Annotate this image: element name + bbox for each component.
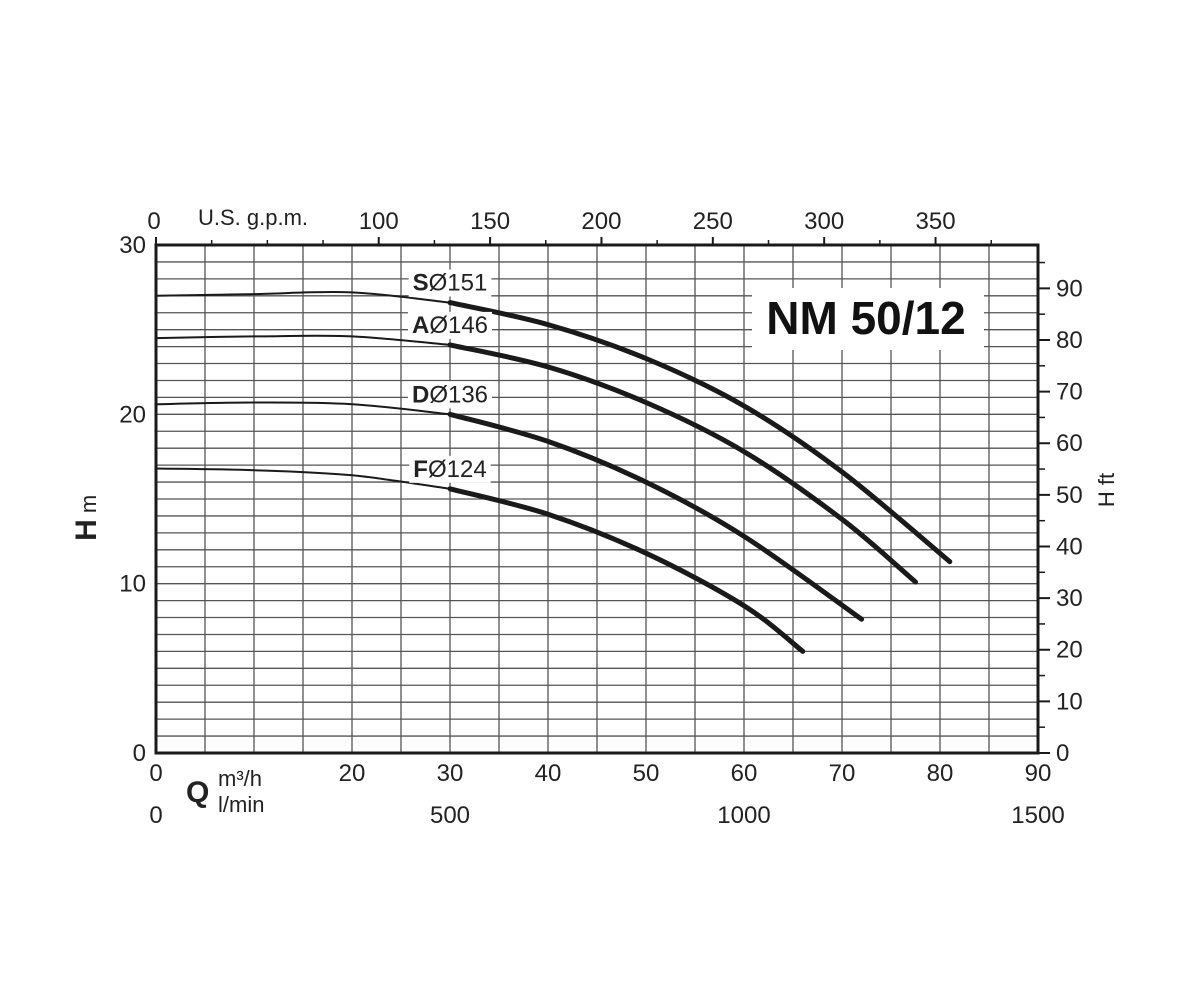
h-axis-title: H m	[70, 495, 103, 541]
curve-label-background	[407, 381, 493, 409]
y-tick-label-ft: 50	[1056, 482, 1083, 509]
y-tick-label-ft: 60	[1056, 430, 1083, 457]
h-axis-symbol: H	[70, 519, 103, 541]
y-tick-label-m: 30	[119, 232, 146, 259]
m3h-axis-unit: m³/h	[218, 766, 262, 791]
x-tick-label-m3h: 40	[535, 760, 562, 787]
lmin-axis-unit: l/min	[218, 792, 264, 817]
x-tick-label-m3h: 90	[1025, 760, 1052, 787]
curve-label-letter: S	[413, 270, 429, 297]
y-tick-label-ft: 30	[1056, 585, 1083, 612]
y-tick-label-ft: 20	[1056, 637, 1083, 664]
h-axis-unit: m	[76, 495, 101, 513]
q-axis-symbol: Q	[186, 776, 209, 809]
chart-title: NM 50/12	[766, 292, 965, 344]
curve-d-bold	[447, 411, 865, 622]
x-tick-label-gpm: 250	[693, 208, 733, 235]
x-tick-label-lmin: 1500	[1011, 802, 1064, 829]
y-tick-label-ft: 90	[1056, 275, 1083, 302]
y-tick-label-m: 20	[119, 401, 146, 428]
title-background	[752, 288, 984, 350]
x-tick-label-lmin: 500	[430, 802, 470, 829]
curve-f-bold	[447, 486, 806, 654]
curve-label-background	[409, 455, 491, 483]
y-tick-label-m: 0	[133, 740, 146, 767]
x-tick-label-gpm: 300	[804, 208, 844, 235]
x-tick-label-m3h: 30	[437, 760, 464, 787]
curve-label-letter: D	[412, 381, 429, 408]
y-tick-label-ft: 80	[1056, 327, 1083, 354]
x-tick-label-lmin: 0	[149, 802, 162, 829]
y-tick-label-ft: 70	[1056, 379, 1083, 406]
hft-axis-label: H ft	[1094, 473, 1119, 507]
y-tick-label-m: 10	[119, 571, 146, 598]
y-tick-label-ft: 0	[1056, 740, 1069, 767]
curve-a-bold	[447, 342, 918, 585]
x-tick-label-m3h: 0	[149, 760, 162, 787]
curve-s-bold	[447, 300, 953, 565]
curve-label-background	[407, 311, 493, 339]
curve-f-thin	[155, 467, 451, 490]
curve-d-thin	[155, 401, 451, 416]
y-tick-label-ft: 40	[1056, 533, 1083, 560]
curve-label-s: SØ151	[413, 270, 488, 297]
x-tick-label-lmin: 1000	[717, 802, 770, 829]
curve-label-diameter: Ø136	[429, 381, 488, 408]
curve-label-diameter: Ø124	[428, 456, 487, 483]
x-tick-label-gpm: 100	[359, 208, 399, 235]
curve-label-f: FØ124	[413, 456, 486, 483]
gpm-axis-unit: U.S. g.p.m.	[198, 205, 308, 230]
curve-a-thin	[155, 334, 451, 346]
x-tick-label-m3h: 50	[633, 760, 660, 787]
y-tick-label-ft: 10	[1056, 688, 1083, 715]
x-tick-label-gpm: 350	[916, 208, 956, 235]
x-tick-label-m3h: 70	[829, 760, 856, 787]
frame-layer	[154, 243, 1040, 755]
x-tick-label-m3h: 80	[927, 760, 954, 787]
plot-frame	[154, 243, 1040, 755]
curve-label-a: AØ146	[412, 312, 488, 339]
curve-s-thin	[155, 290, 451, 304]
curve-label-letter: F	[413, 456, 428, 483]
x-tick-label-gpm: 0	[147, 208, 160, 235]
curve-label-background	[408, 269, 492, 297]
curve-layer	[155, 290, 953, 654]
x-tick-label-gpm: 200	[581, 208, 621, 235]
x-tick-label-m3h: 20	[339, 760, 366, 787]
curve-label-diameter: Ø151	[429, 270, 488, 297]
curve-label-diameter: Ø146	[429, 312, 488, 339]
x-tick-label-m3h: 60	[731, 760, 758, 787]
curve-label-letter: A	[412, 312, 429, 339]
curve-label-d: DØ136	[412, 381, 488, 408]
hft-axis-title: H ft	[1094, 473, 1119, 507]
x-tick-label-gpm: 150	[470, 208, 510, 235]
